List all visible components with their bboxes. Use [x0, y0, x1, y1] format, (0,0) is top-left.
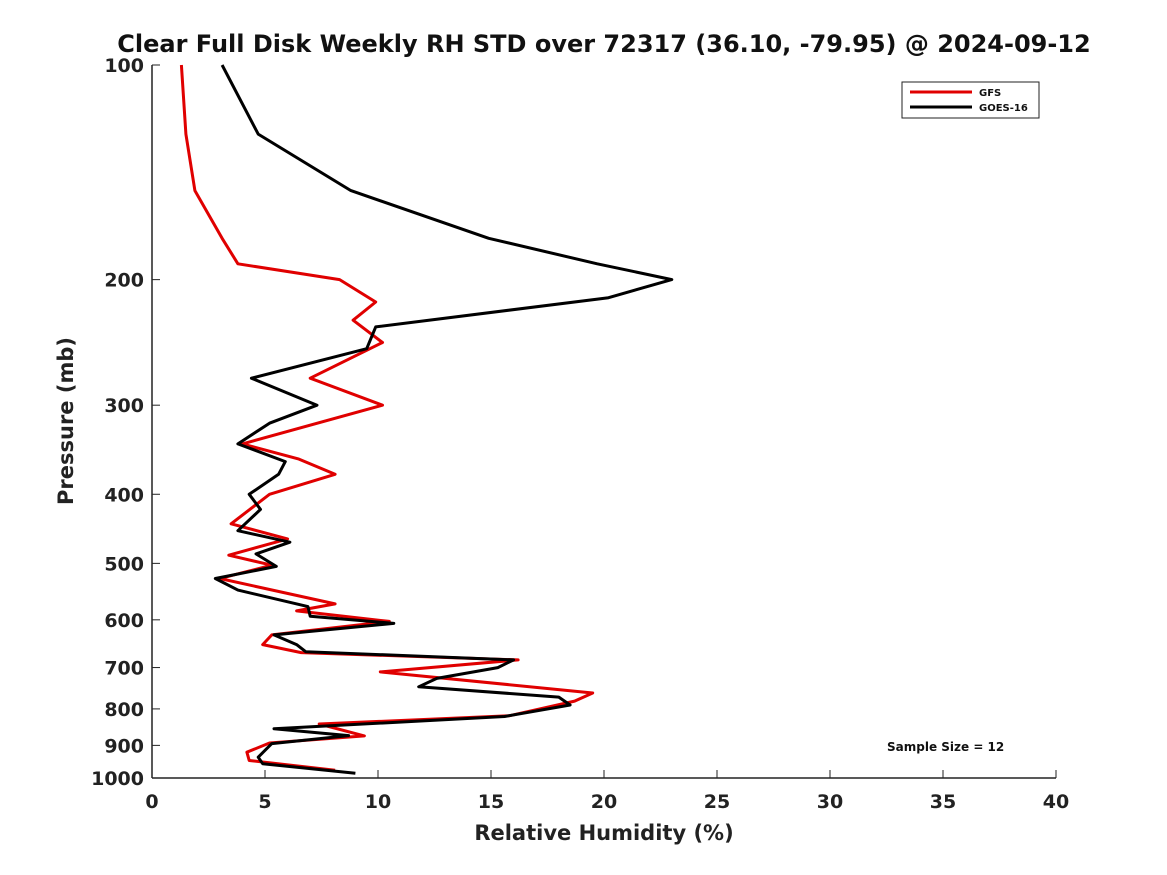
legend-label-goes16: GOES-16 — [979, 103, 1028, 114]
x-ticks: 0 5 10 15 20 25 30 35 40 — [145, 770, 1069, 813]
y-tick-label: 100 — [104, 55, 144, 77]
x-tick-label: 40 — [1043, 791, 1069, 813]
series-layer — [179, 64, 674, 775]
legend: GFS GOES-16 — [901, 81, 1040, 119]
y-axis-label: Pressure (mb) — [54, 337, 78, 505]
x-tick-label: 5 — [258, 791, 271, 813]
y-tick-label: 700 — [104, 658, 144, 680]
legend-box — [901, 81, 1040, 119]
y-tick-label: 400 — [104, 484, 144, 506]
x-tick-label: 35 — [930, 791, 956, 813]
x-tick-label: 20 — [591, 791, 617, 813]
sample-size-annotation: Sample Size = 12 — [887, 740, 1004, 754]
y-tick-label: 800 — [104, 699, 144, 721]
y-tick-label: 900 — [104, 735, 144, 757]
plot-area: 0 5 10 15 20 25 30 35 40 100 200 300 400 500 600 700 80… — [91, 55, 1069, 813]
y-tick-label: 500 — [104, 553, 144, 575]
series-line-gfs — [179, 64, 595, 772]
y-tick-label: 1000 — [91, 768, 144, 790]
x-tick-label: 30 — [817, 791, 843, 813]
legend-label-gfs: GFS — [979, 88, 1001, 99]
x-tick-label: 10 — [365, 791, 391, 813]
x-axis-label: Relative Humidity (%) — [474, 821, 733, 845]
y-tick-label: 200 — [104, 270, 144, 292]
y-tick-label: 600 — [104, 610, 144, 632]
x-tick-label: 15 — [478, 791, 504, 813]
series-line-goes16 — [213, 64, 674, 775]
x-tick-label: 25 — [704, 791, 730, 813]
chart-title: Clear Full Disk Weekly RH STD over 72317… — [117, 30, 1090, 58]
y-tick-label: 300 — [104, 395, 144, 417]
x-tick-label: 0 — [145, 791, 158, 813]
y-ticks: 100 200 300 400 500 600 700 800 900 1000 — [91, 55, 160, 790]
